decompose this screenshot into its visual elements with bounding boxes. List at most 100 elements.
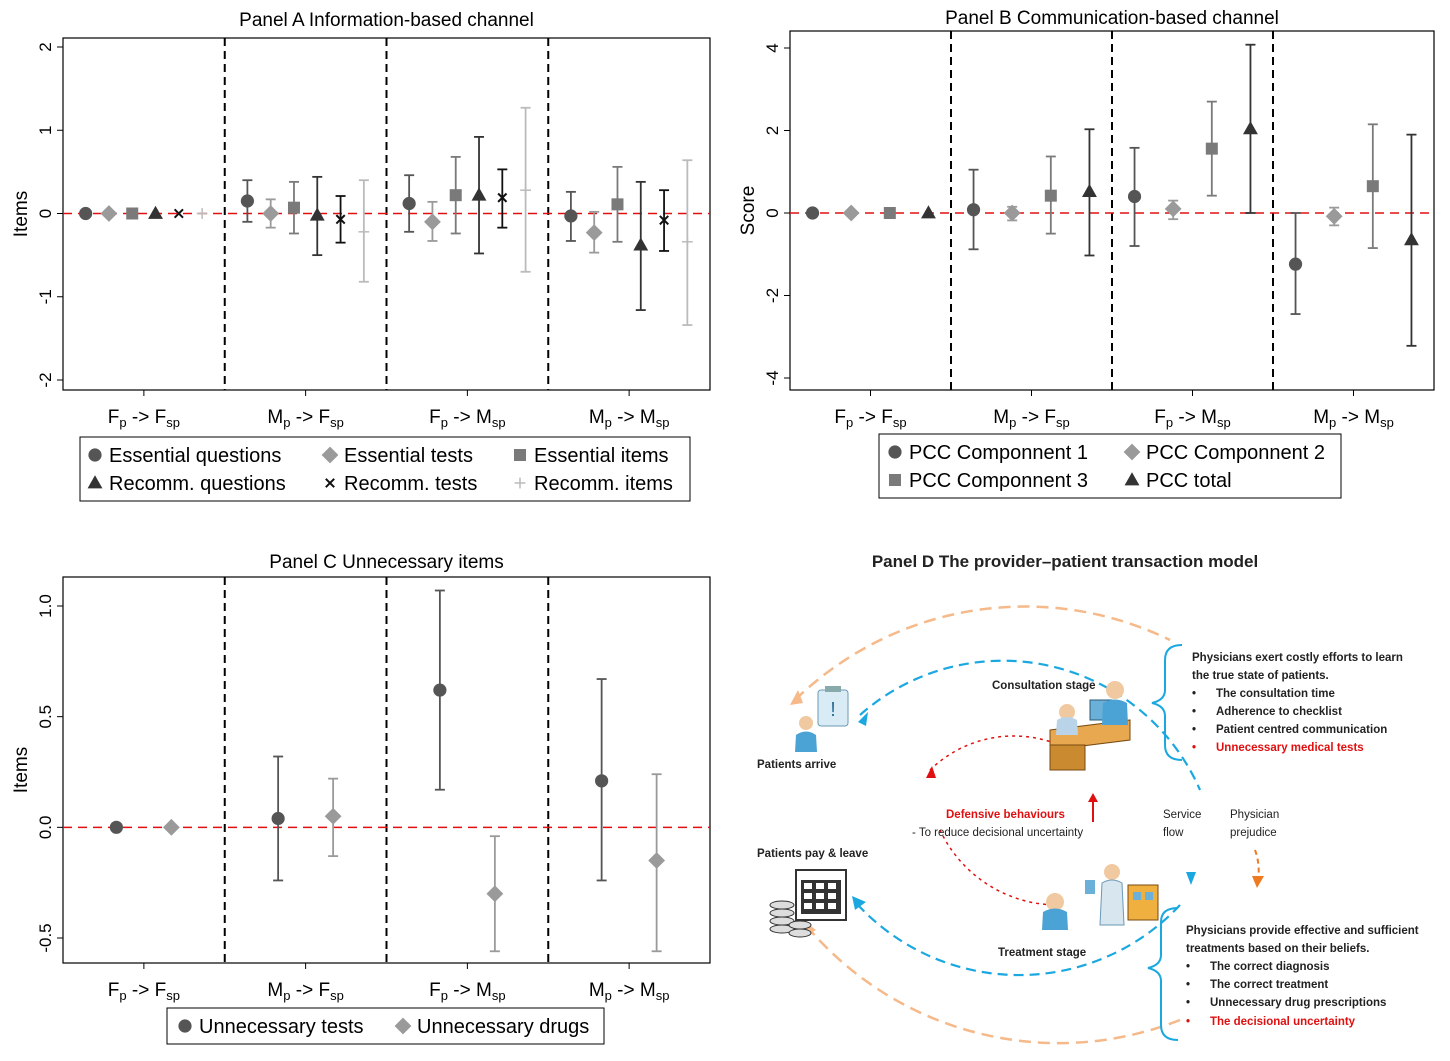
data-point-square <box>514 449 526 461</box>
consult-item-red: Unnecessary medical tests <box>1216 742 1364 754</box>
data-point-square <box>449 189 462 202</box>
data-point-circle <box>966 203 981 217</box>
treat-bullet: • <box>1186 979 1190 991</box>
red-arc-bottom <box>939 829 1061 906</box>
consult-item: The consultation time <box>1216 688 1335 700</box>
y-tick-label: -4 <box>763 370 782 385</box>
legend-box <box>878 433 1342 499</box>
consult-box-line-1: Physicians exert costly efforts to learn <box>1192 652 1403 664</box>
treat-item: The correct treatment <box>1210 979 1328 991</box>
treatment-stage-label: Treatment stage <box>998 947 1086 959</box>
data-point-diamond <box>1164 200 1182 218</box>
orange-arrowhead-top <box>790 690 803 705</box>
y-axis-label: Items <box>11 747 32 793</box>
data-point-plus <box>514 477 526 489</box>
y-tick-label: 2 <box>763 126 782 135</box>
treat-bullet: • <box>1186 997 1190 1009</box>
legend-label: PCC total <box>1146 470 1232 492</box>
legend-label: Recomm. tests <box>344 473 477 495</box>
panel-a: Panel A Information-based channel 2 1 0 -1 -2… <box>11 10 711 502</box>
y-tick-label: 1 <box>36 126 55 135</box>
legend-label: PCC Componnent 3 <box>909 470 1088 492</box>
brace-treatment <box>1147 907 1179 1041</box>
data-point-circle <box>595 774 609 788</box>
orange-outer-arc-bottom <box>809 929 1181 1045</box>
x-tick-label: Fp -> Msp <box>429 980 505 1003</box>
data-point-plus <box>520 184 532 196</box>
x-tick-label: Fp -> Msp <box>429 407 505 430</box>
data-point-square <box>126 207 139 220</box>
patients-leave-label: Patients pay & leave <box>757 848 868 860</box>
data-point-x <box>497 192 508 203</box>
data-point-circle <box>888 445 902 459</box>
data-point-circle <box>109 820 123 834</box>
consult-item: Adherence to checklist <box>1216 706 1342 718</box>
data-point-x <box>173 208 184 219</box>
data-point-square <box>1205 142 1218 155</box>
x-stroke <box>497 192 508 203</box>
defensive-behaviours-sub: - To reduce decisional uncertainty <box>912 827 1083 839</box>
data-point-circle <box>564 209 578 223</box>
data-point-square <box>883 207 896 219</box>
data-point-x <box>659 215 669 226</box>
data-point-diamond <box>1003 204 1021 222</box>
x-tick-label: Mp -> Fsp <box>993 407 1069 430</box>
treat-item-red: The decisional uncertainty <box>1210 1016 1356 1028</box>
panel-b: Panel B Communication-based channel 4 2 0 -2… <box>738 8 1435 499</box>
legend-label: Recomm. items <box>534 473 673 495</box>
data-point-triangle <box>1243 121 1258 135</box>
data-point-diamond <box>585 224 603 242</box>
legend-box <box>166 1007 605 1045</box>
treatment-icon <box>1042 864 1159 930</box>
data-point-triangle <box>1082 183 1097 197</box>
data-point-circle <box>402 196 416 211</box>
data-point-circle <box>79 206 93 221</box>
data-point-diamond <box>321 446 339 464</box>
legend-label: Recomm. questions <box>109 473 286 495</box>
blue-arrowhead-left <box>852 896 866 910</box>
chart-title: Panel C Unnecessary items <box>269 552 503 573</box>
x-tick-label: Fp -> Fsp <box>108 980 180 1003</box>
x-tick-label: Mp -> Msp <box>1313 407 1394 430</box>
consult-bullet: • <box>1192 688 1196 700</box>
blue-arrowhead-right <box>1186 872 1196 885</box>
treat-box-line-2: treatments based on their beliefs. <box>1186 943 1369 955</box>
data-point-circle <box>433 683 447 697</box>
y-tick-label: -2 <box>36 372 55 387</box>
y-tick-label: 0.5 <box>36 705 55 729</box>
data-point-diamond <box>842 204 860 222</box>
y-tick-label: 4 <box>763 43 782 52</box>
treat-box-line-1: Physicians provide effective and suffici… <box>1186 925 1419 937</box>
data-point-triangle <box>87 475 103 489</box>
data-point-diamond <box>100 205 118 222</box>
red-arc-top <box>929 735 1071 771</box>
data-point-circle <box>178 1019 192 1033</box>
y-tick-label: 0 <box>36 209 55 218</box>
treat-bullet-red: • <box>1186 1016 1190 1028</box>
patients-arrive-label: Patients arrive <box>757 759 836 771</box>
data-point-square <box>1044 189 1057 202</box>
y-tick-label: 0.0 <box>36 816 55 840</box>
consult-bullet: • <box>1192 724 1196 736</box>
legend-label: PCC Componnent 1 <box>909 442 1088 464</box>
x-tick-label: Fp -> Msp <box>1154 407 1230 430</box>
data-point-diamond <box>262 205 280 222</box>
y-tick-label: -0.5 <box>36 923 55 952</box>
consultation-stage-label: Consultation stage <box>992 680 1096 692</box>
x-tick-label: Fp -> Fsp <box>108 407 180 430</box>
data-point-circle <box>271 811 285 826</box>
data-point-plus <box>358 226 370 238</box>
x-stroke <box>173 208 184 219</box>
panel-d-title: Panel D The provider–patient transaction… <box>872 552 1258 571</box>
blue-arrowhead-arrive <box>858 712 868 726</box>
x-tick-label: Mp -> Msp <box>589 980 670 1003</box>
data-point-circle <box>240 194 254 208</box>
red-up-arrowhead <box>1088 793 1098 802</box>
patient-arrive-icon: ! <box>795 686 849 752</box>
legend-label: Essential questions <box>109 445 281 467</box>
data-point-circle <box>1127 189 1142 204</box>
x-stroke <box>325 478 335 488</box>
data-point-x <box>335 214 346 225</box>
data-point-diamond <box>424 213 441 231</box>
